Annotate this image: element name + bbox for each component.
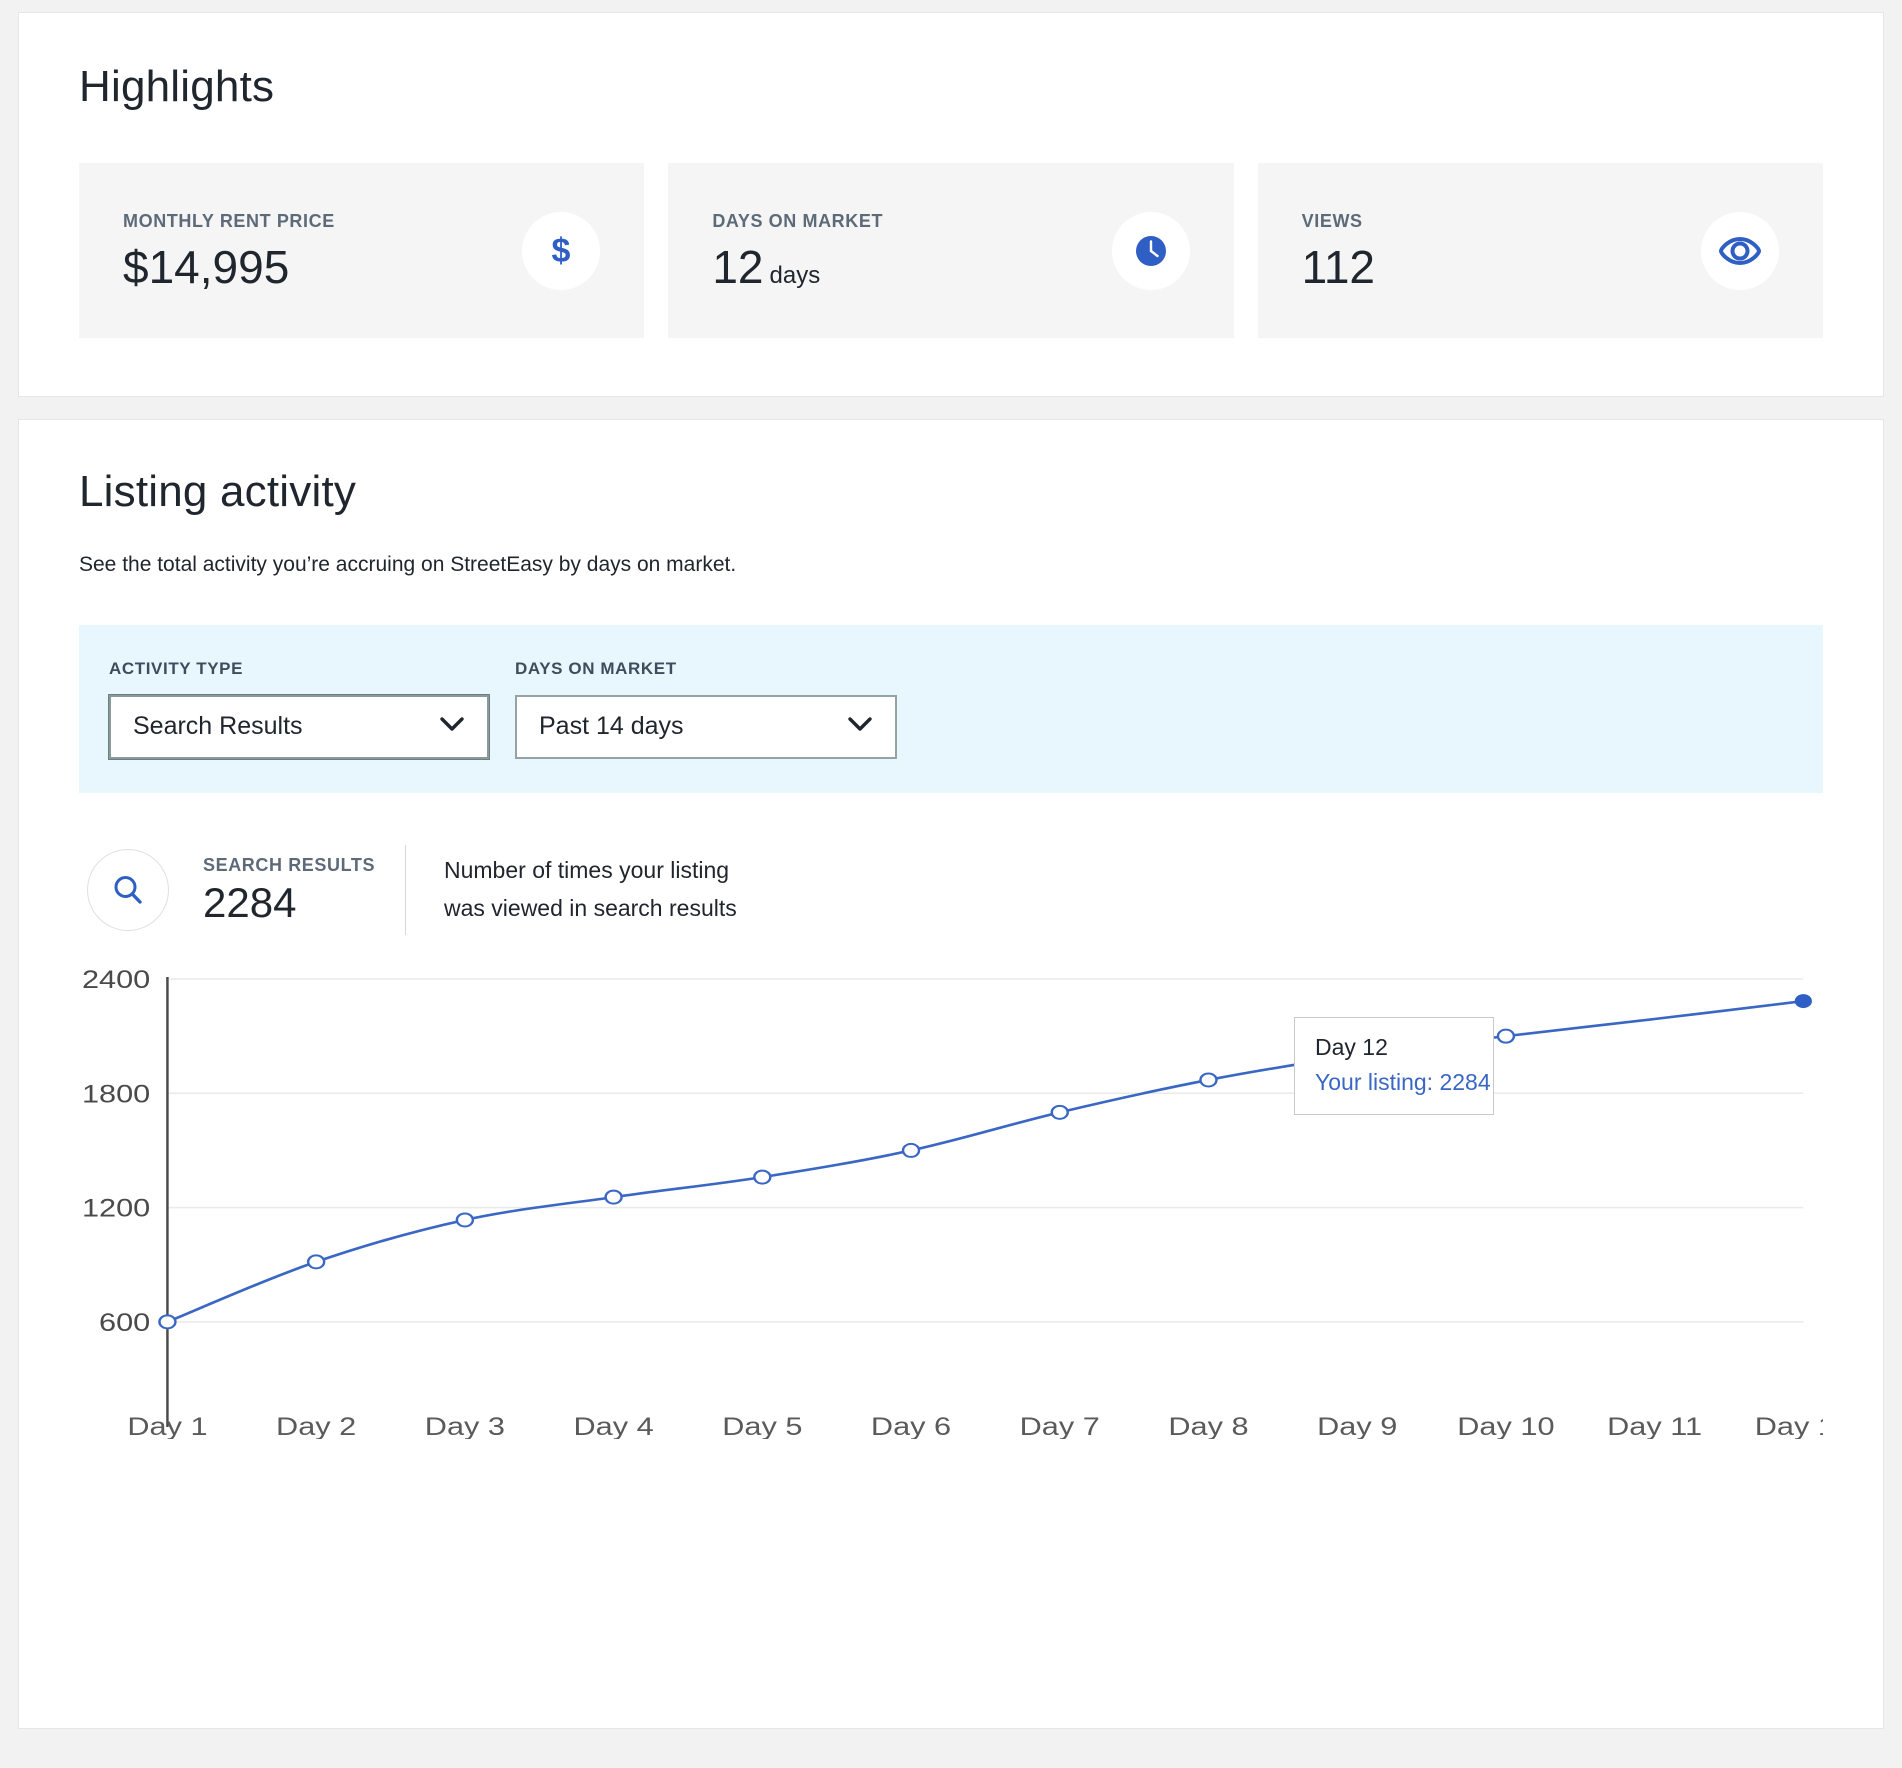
dollar-icon: $ [522,211,601,290]
tile-text: MONTHLY RENT PRICE $14,995 [123,211,335,290]
days-on-market-selected-value: Past 14 days [539,712,684,741]
chart-line-series [166,999,1804,1323]
highlight-tile-monthly-rent-price: MONTHLY RENT PRICE $14,995 $ [79,163,645,339]
tile-label-days-on-market: DAYS ON MARKET [712,211,884,232]
chart-point[interactable] [1050,1104,1069,1120]
tile-value-views: 112 [1302,244,1375,290]
tile-label-monthly-rent-price: MONTHLY RENT PRICE [123,211,335,232]
chart-point[interactable] [158,1314,177,1330]
highlights-card: Highlights MONTHLY RENT PRICE $14,995 $ … [18,12,1884,398]
metric-description: Number of times your listing was viewed … [444,852,737,928]
chart-x-tick-label: Day 1 [127,1412,207,1438]
tile-text: VIEWS 112 [1302,211,1375,290]
tile-text: DAYS ON MARKET 12 days [712,211,883,290]
tile-value-unit: days [769,262,821,290]
activity-type-selected-value: Search Results [133,712,303,741]
filter-group-days-on-market: DAYS ON MARKET Past 14 days [515,659,897,759]
tile-value-days-on-market: 12 days [712,244,883,290]
chart-x-tick-label: Day 5 [722,1412,802,1438]
chart-x-tick-label: Day 12 [1755,1412,1823,1438]
chart-x-tick-label: Day 7 [1020,1412,1100,1438]
eye-icon [1700,211,1779,290]
chevron-down-icon [847,716,873,737]
metric-label: SEARCH RESULTS [203,855,376,876]
filter-group-activity-type: ACTIVITY TYPE Search Results [109,659,489,759]
chart-point[interactable] [1199,1072,1218,1088]
chart-point-highlighted[interactable] [1794,993,1812,1008]
chart-x-tick-label: Day 8 [1168,1412,1248,1438]
chart-point[interactable] [604,1189,623,1205]
chart-x-tick-label: Day 6 [871,1412,951,1438]
highlight-tile-days-on-market: DAYS ON MARKET 12 days [668,163,1234,339]
tooltip-title: Day 12 [1315,1033,1388,1060]
listing-activity-chart: 600 1200 1800 2400 Day 1 Day 2 Day 3 Day 4 Day 5… [79,969,1823,1439]
tile-value-number: 12 [712,241,764,294]
chart-y-tick-label: 1800 [82,1080,150,1108]
filter-label-activity-type: ACTIVITY TYPE [109,658,244,678]
clock-icon [1111,211,1190,290]
chevron-down-icon [439,716,465,737]
chart-x-tick-label: Day 4 [574,1412,654,1438]
tile-value-monthly-rent-price: $14,995 [123,244,335,290]
metric-value: 2284 [203,879,297,927]
chart-point[interactable] [753,1169,772,1185]
metric-description-line-1: Number of times your listing [444,856,730,883]
metric-summary-row: SEARCH RESULTS 2284 Number of times your… [79,844,1823,935]
highlights-tile-row: MONTHLY RENT PRICE $14,995 $ DAYS ON MAR… [79,163,1823,339]
tile-value-number: 112 [1301,241,1375,294]
listing-activity-title: Listing activity [79,467,357,517]
metric-description-line-2: was viewed in search results [444,894,737,921]
chart-y-tick-label: 600 [99,1308,150,1336]
chart-y-tick-label: 1200 [82,1194,150,1222]
metric-divider [405,844,406,935]
chart-x-tick-label: Day 2 [276,1412,356,1438]
chart-point[interactable] [901,1142,921,1158]
chart-svg[interactable]: 600 1200 1800 2400 Day 1 Day 2 Day 3 Day 4 Day 5… [79,969,1823,1439]
chart-x-tick-label: Day 11 [1607,1412,1702,1438]
days-on-market-select[interactable]: Past 14 days [515,694,897,759]
highlight-tile-views: VIEWS 112 [1257,163,1823,339]
chart-point[interactable] [1496,1028,1516,1044]
activity-type-select[interactable]: Search Results [109,694,489,759]
metric-text: SEARCH RESULTS 2284 [203,855,393,924]
filter-bar: ACTIVITY TYPE Search Results DAYS ON MAR… [79,624,1823,793]
search-icon [87,848,169,931]
chart-x-tick-label: Day 3 [425,1412,505,1438]
chart-point[interactable] [306,1254,326,1270]
tooltip-value: Your listing: 2284 [1315,1068,1491,1095]
chart-y-tick-label: 2400 [82,969,150,993]
chart-x-tick-label: Day 10 [1457,1412,1554,1438]
listing-activity-subtitle: See the total activity you’re accruing o… [79,552,737,576]
svg-text:$: $ [552,232,571,270]
chart-x-tick-label: Day 9 [1317,1412,1397,1438]
chart-point[interactable] [455,1212,475,1228]
highlights-title: Highlights [79,62,275,111]
listing-activity-card: Listing activity See the total activity … [18,419,1884,1730]
tile-value-number: $14,995 [123,241,290,294]
tile-label-views: VIEWS [1301,211,1363,232]
chart-tooltip: Day 12 Your listing: 2284 [1294,1016,1494,1115]
filter-label-days-on-market: DAYS ON MARKET [515,658,677,678]
